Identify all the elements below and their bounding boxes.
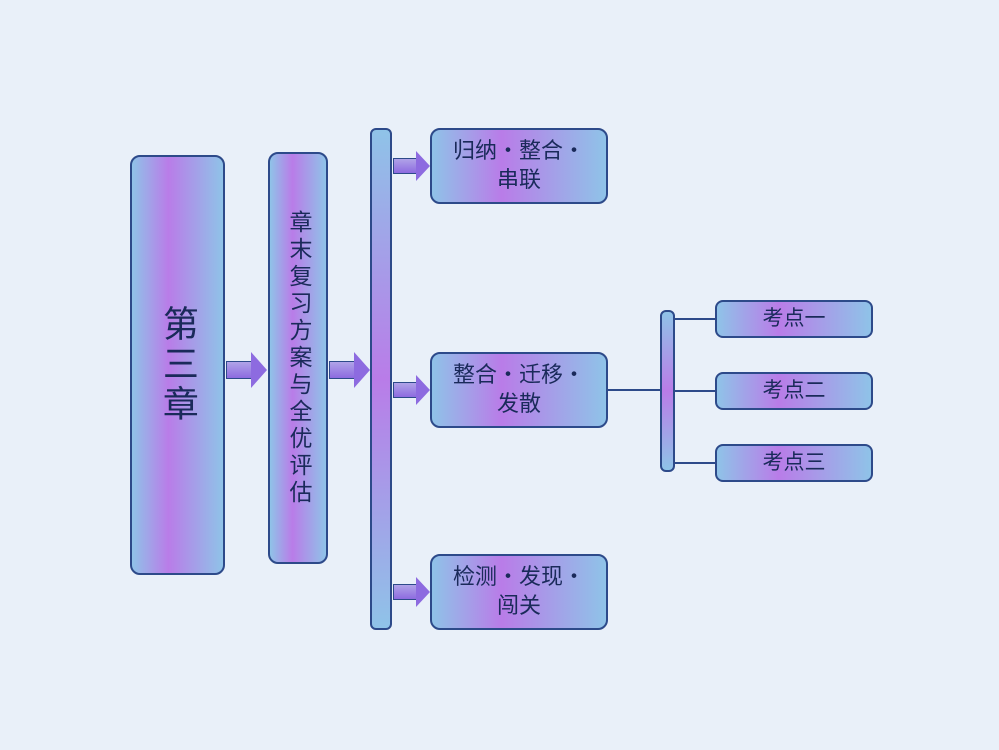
node-mid-2: 整合・迁移・发散 — [430, 352, 608, 428]
arrow-bar1-mid2 — [393, 375, 431, 405]
vertical-bar-1 — [370, 128, 392, 630]
connector-bar2-leaf1 — [675, 318, 715, 320]
node-leaf-2-label: 考点二 — [757, 377, 832, 404]
node-leaf-3: 考点三 — [715, 444, 873, 482]
node-level1: 第三章 — [130, 155, 225, 575]
node-mid-1: 归纳・整合・串联 — [430, 128, 608, 204]
arrow-lvl2-bar1 — [329, 352, 371, 388]
node-mid-3-label: 检测・发现・闯关 — [443, 563, 595, 620]
arrow-bar1-mid3 — [393, 577, 431, 607]
node-level2-label: 章末复习方案与全优评估 — [283, 210, 313, 507]
node-mid-3: 检测・发现・闯关 — [430, 554, 608, 630]
node-level2: 章末复习方案与全优评估 — [268, 152, 328, 564]
node-level1-label: 第三章 — [154, 305, 201, 425]
node-mid-1-label: 归纳・整合・串联 — [443, 137, 595, 194]
node-leaf-1-label: 考点一 — [757, 305, 832, 332]
arrow-lvl1-lvl2 — [226, 352, 268, 388]
node-leaf-2: 考点二 — [715, 372, 873, 410]
node-mid-2-label: 整合・迁移・发散 — [443, 361, 595, 418]
arrow-bar1-mid1 — [393, 151, 431, 181]
node-leaf-3-label: 考点三 — [757, 449, 832, 476]
connector-bar2-leaf2 — [675, 390, 715, 392]
vertical-bar-2 — [660, 310, 675, 472]
connector-bar2-leaf3 — [675, 462, 715, 464]
node-leaf-1: 考点一 — [715, 300, 873, 338]
connector-mid2-bar2 — [608, 389, 660, 391]
